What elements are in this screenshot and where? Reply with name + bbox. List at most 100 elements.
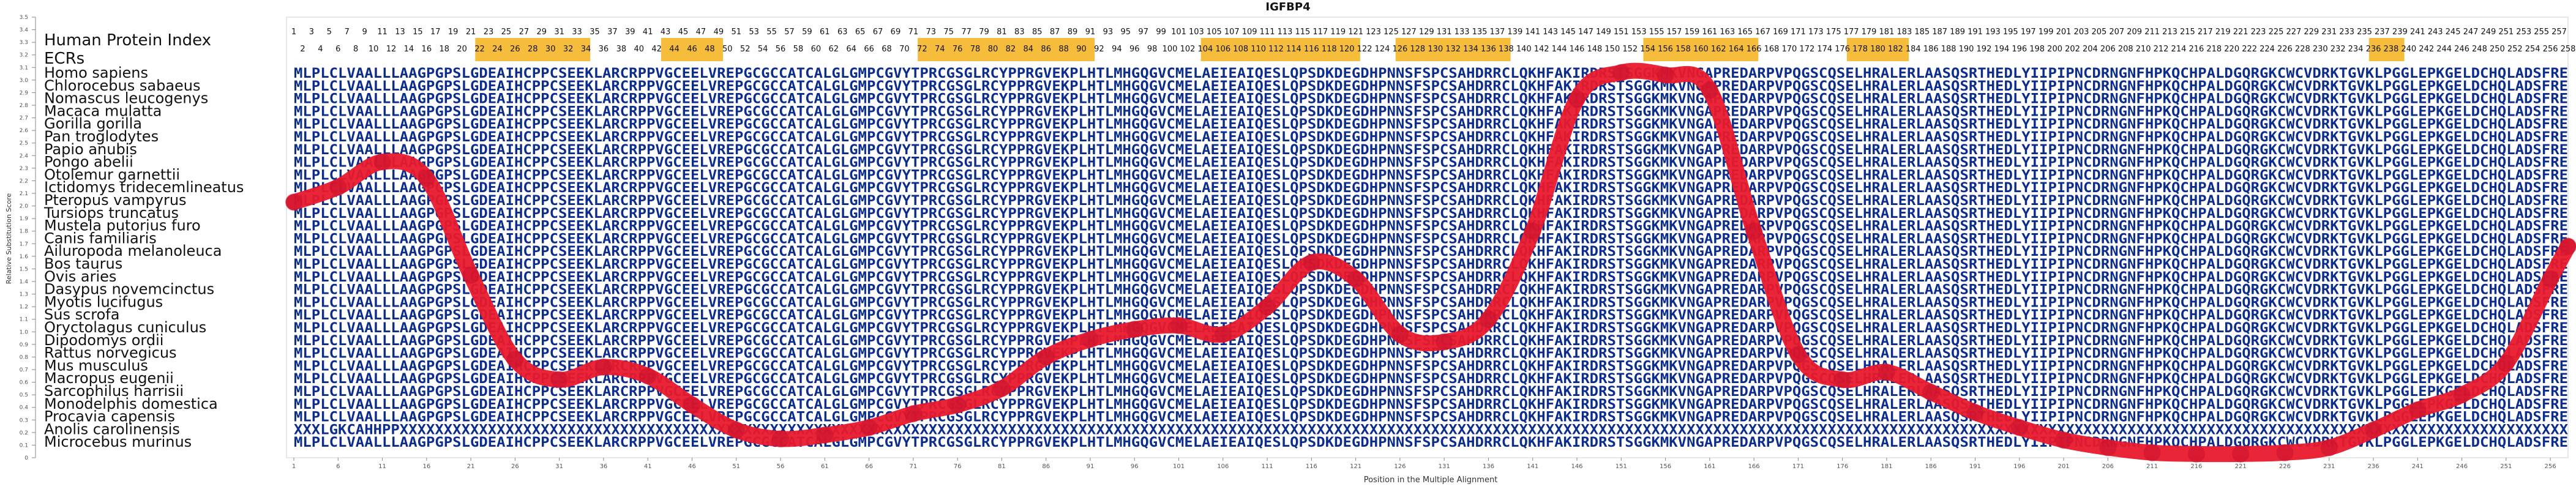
protein-index-number: 85 [1032, 28, 1043, 37]
protein-index-number: 38 [616, 45, 627, 54]
protein-index-number: 117 [1312, 28, 1328, 37]
protein-index-number: 129 [1419, 28, 1434, 37]
protein-index-number: 29 [536, 28, 547, 37]
protein-index-number: 136 [1481, 45, 1496, 54]
protein-index-number: 197 [2021, 28, 2036, 37]
protein-index-number: 57 [784, 28, 795, 37]
protein-index-number: 18 [439, 45, 449, 54]
protein-index-number: 167 [1755, 28, 1770, 37]
protein-index-number: 157 [1667, 28, 1682, 37]
protein-index-number: 254 [2525, 45, 2540, 54]
protein-index-number: 138 [1499, 45, 1514, 54]
ecr-bar [1200, 38, 1360, 61]
protein-index-number: 60 [811, 45, 822, 54]
protein-index-number: 53 [749, 28, 759, 37]
protein-index-number: 149 [1596, 28, 1611, 37]
protein-index-number: 250 [2490, 45, 2505, 54]
x-tick-label: 26 [511, 463, 519, 470]
protein-index-number: 123 [1366, 28, 1381, 37]
data-point [2364, 421, 2382, 439]
protein-index-number: 141 [1525, 28, 1540, 37]
protein-index-number: 104 [1197, 45, 1213, 54]
protein-index-number: 174 [1817, 45, 1832, 54]
protein-index-number: 75 [943, 28, 954, 37]
y-tick-label: 2.0 [20, 204, 29, 210]
protein-index-number: 237 [2375, 28, 2390, 37]
x-tick-label: 41 [644, 463, 652, 470]
x-tick-label: 206 [2102, 463, 2114, 470]
protein-index-number: 133 [1455, 28, 1470, 37]
protein-index-number: 181 [1879, 28, 1895, 37]
protein-index-number: 40 [634, 45, 644, 54]
protein-index-number: 128 [1410, 45, 1425, 54]
protein-index-number: 171 [1791, 28, 1806, 37]
protein-index-number: 4 [318, 45, 323, 54]
protein-index-number: 58 [793, 45, 804, 54]
protein-index-number: 99 [1156, 28, 1166, 37]
data-point [816, 426, 834, 444]
protein-index-number: 35 [590, 28, 600, 37]
protein-index-number: 106 [1215, 45, 1230, 54]
species-name: Microcebus murinus [44, 433, 192, 450]
y-tick-label: 0.9 [20, 342, 29, 348]
protein-index-number: 232 [2331, 45, 2346, 54]
protein-index-number: 221 [2233, 28, 2248, 37]
species-name: Dasypus novemcinctus [44, 281, 214, 298]
protein-index-number: 19 [448, 28, 459, 37]
protein-index-number: 139 [1507, 28, 1522, 37]
ecr-bar [918, 38, 1095, 61]
protein-index-number: 27 [519, 28, 530, 37]
data-point [2187, 445, 2205, 463]
protein-index-number: 256 [2543, 45, 2558, 54]
y-tick-label: 3.3 [20, 40, 28, 46]
y-tick-label: 1.7 [20, 241, 28, 247]
alignment-sequence: MLPLCLVAALLLAAGPGPSLGDEAIHCPPCSEEKLARCRP… [294, 283, 2568, 298]
protein-index-number: 73 [926, 28, 937, 37]
protein-index-number: 68 [882, 45, 892, 54]
protein-index-number: 49 [714, 28, 724, 37]
x-tick-label: 6 [336, 463, 340, 470]
alignment-sequence: MLPLCLVAALLLAAGPGPSLGDEAIHCPPCSEEKLARCRP… [294, 155, 2568, 171]
chart-title: IGFBP4 [1265, 1, 1310, 13]
protein-index-number: 188 [1941, 45, 1956, 54]
ecr-bar [1643, 38, 1759, 61]
protein-index-number: 210 [2136, 45, 2151, 54]
data-point [1303, 254, 1320, 272]
protein-index-number: 56 [776, 45, 786, 54]
plot-frame [286, 17, 2569, 458]
data-point [1568, 90, 1586, 108]
x-tick-label: 21 [467, 463, 475, 470]
species-name: Sarcophilus harrisii [44, 382, 184, 400]
protein-index-number: 216 [2188, 45, 2204, 54]
protein-index-number: 207 [2109, 28, 2124, 37]
data-point [2010, 419, 2028, 436]
protein-index-number: 179 [1862, 28, 1877, 37]
protein-index-number: 158 [1676, 45, 1691, 54]
species-name: Chlorocebus sabaeus [44, 77, 201, 94]
protein-index-number: 108 [1233, 45, 1248, 54]
protein-index-number: 116 [1304, 45, 1319, 54]
protein-index-number: 103 [1189, 28, 1204, 37]
x-tick-label: 136 [1483, 463, 1494, 470]
protein-index-number: 151 [1614, 28, 1629, 37]
protein-index-number: 43 [661, 28, 671, 37]
y-axis-label: Relative Substitution Score [5, 193, 13, 284]
alignment-sequence: XXXLGKCAHHPPXXXXXXXXXXXXXXXXXXXXXXXXXXXX… [294, 422, 2568, 438]
protein-index-number: 78 [970, 45, 981, 54]
protein-index-number: 195 [2003, 28, 2018, 37]
data-point [1701, 81, 1718, 99]
y-tick-label: 1.8 [20, 229, 29, 235]
protein-index-number: 26 [510, 45, 520, 54]
y-tick-label: 2.7 [20, 116, 28, 122]
protein-index-number: 241 [2410, 28, 2425, 37]
protein-index-number: 219 [2215, 28, 2231, 37]
protein-index-number: 225 [2269, 28, 2284, 37]
data-point [1081, 330, 1099, 348]
data-point [462, 266, 480, 284]
protein-index-number: 69 [891, 28, 901, 37]
protein-index-number: 120 [1339, 45, 1355, 54]
protein-index-number: 64 [846, 45, 856, 54]
x-tick-label: 16 [422, 463, 430, 470]
protein-index-number: 144 [1552, 45, 1567, 54]
